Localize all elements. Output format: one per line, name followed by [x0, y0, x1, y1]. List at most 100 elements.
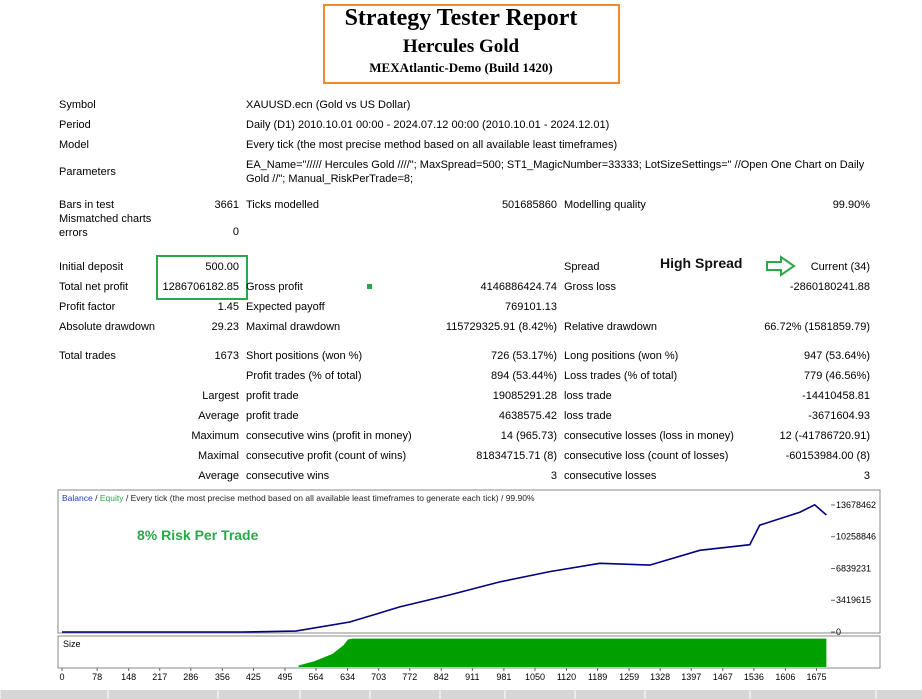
y-tick-label: 10258846 — [836, 532, 876, 542]
report-cell: Gross profit — [246, 281, 303, 293]
arrow-icon — [766, 255, 796, 277]
report-cell: 29.23 — [211, 321, 239, 333]
report-cell: Long positions (won %) — [564, 350, 679, 362]
report-server: MEXAtlantic-Demo (Build 1420) — [369, 60, 553, 75]
x-tick-label: 1120 — [557, 672, 576, 682]
report-cell: 1.45 — [217, 301, 239, 313]
report-cell: 1673 — [214, 350, 239, 362]
x-tick-label: 703 — [371, 672, 386, 682]
risk-note: 8% Risk Per Trade — [137, 527, 259, 543]
report-cell: Average — [198, 470, 239, 482]
x-tick-label: 981 — [496, 672, 511, 682]
y-tick-label: 3419615 — [836, 595, 871, 605]
report-title: Strategy Tester Report — [344, 5, 578, 31]
report-cell: Largest — [202, 390, 239, 402]
report-cell: Expected payoff — [246, 301, 325, 313]
legend-separator: / — [95, 493, 98, 503]
x-tick-label: 1189 — [588, 672, 607, 682]
x-tick-label: 78 — [92, 672, 102, 682]
report-cell: -14410458.81 — [802, 390, 870, 402]
report-cell: 779 (46.56%) — [803, 370, 870, 382]
report-cell: Maximal drawdown — [246, 321, 341, 333]
report-cell: Maximum — [191, 430, 239, 442]
report-cell: consecutive wins — [246, 470, 330, 482]
report-cell: 4638575.42 — [498, 410, 557, 422]
y-tick-label: 0 — [836, 627, 841, 637]
report-cell: Initial deposit — [59, 261, 124, 273]
x-tick-label: 1467 — [713, 672, 733, 682]
legend-equity: Equity — [100, 493, 124, 503]
x-tick-label: 911 — [465, 672, 479, 682]
x-tick-label: 1397 — [681, 672, 701, 682]
report-cell: consecutive losses (loss in money) — [564, 430, 734, 442]
report-cell: loss trade — [564, 390, 612, 402]
report-cell: Profit trades (% of total) — [246, 370, 362, 382]
report-cell: Maximal — [198, 450, 239, 462]
report-cell: 19085291.28 — [492, 390, 557, 402]
report-cell: 769101.13 — [505, 301, 557, 313]
report-subtitle: Hercules Gold — [402, 36, 520, 57]
x-tick-label: 564 — [309, 672, 324, 682]
report-cell: 81834715.71 (8) — [476, 450, 557, 462]
report-cell: 501685860 — [501, 199, 557, 211]
report-cell: 726 (53.17%) — [490, 350, 557, 362]
report-cell: -60153984.00 (8) — [785, 450, 870, 462]
x-tick-label: 1536 — [744, 672, 764, 682]
report-cell: 4146886424.74 — [480, 281, 557, 293]
x-tick-label: 842 — [434, 672, 449, 682]
report-cell: 894 (53.44%) — [490, 370, 557, 382]
report-cell: 99.90% — [832, 199, 870, 211]
report-cell: Average — [198, 410, 239, 422]
x-tick-label: 634 — [340, 672, 355, 682]
report-cell: consecutive losses — [564, 470, 657, 482]
x-tick-label: 1259 — [619, 672, 639, 682]
report-cell: 1286706182.85 — [162, 281, 239, 293]
report-cell: Every tick (the most precise method base… — [246, 139, 618, 151]
report-cell: 12 (-41786720.91) — [779, 430, 870, 442]
report-cell: consecutive loss (count of losses) — [564, 450, 729, 462]
x-tick-label: 1328 — [650, 672, 670, 682]
arrow — [766, 255, 796, 277]
report-cell: Absolute drawdown — [59, 321, 156, 333]
x-tick-label: 148 — [121, 672, 136, 682]
report-cell: Current (34) — [810, 261, 870, 273]
x-tick-label: 356 — [215, 672, 230, 682]
spread-note: High Spread — [660, 255, 743, 271]
report-cell: 3 — [550, 470, 557, 482]
x-tick-label: 772 — [402, 672, 417, 682]
x-tick-label: 286 — [183, 672, 198, 682]
balance-panel — [57, 489, 881, 634]
chart-header: Balance / Equity / Every tick (the most … — [62, 493, 535, 503]
report-cell: Period — [59, 119, 91, 131]
report-cell: -2860180241.88 — [789, 281, 870, 293]
report-cell: profit trade — [246, 410, 299, 422]
report-cell: 115729325.91 (8.42%) — [445, 321, 557, 333]
balance-line — [62, 503, 827, 633]
y-tick-label: 6839231 — [836, 563, 871, 573]
x-tick-label: 495 — [277, 672, 292, 682]
report-cell: Short positions (won %) — [246, 350, 363, 362]
x-tick-label: 1606 — [775, 672, 795, 682]
report-cell: consecutive wins (profit in money) — [246, 430, 412, 442]
report-cell: Mismatched charts errors — [59, 213, 152, 239]
marker-dot — [367, 284, 372, 289]
x-tick-label: 425 — [246, 672, 261, 682]
x-tick-label: 1050 — [525, 672, 545, 682]
report-cell: Profit factor — [59, 301, 116, 313]
report-cell: -3671604.93 — [808, 410, 870, 422]
report-cell: 947 (53.64%) — [803, 350, 870, 362]
size-area — [298, 638, 827, 667]
report-cell: Loss trades (% of total) — [564, 370, 678, 382]
report-cell: Parameters — [59, 166, 116, 178]
deposit-highlight — [156, 255, 248, 300]
report-cell: Daily (D1) 2010.10.01 00:00 - 2024.07.12… — [246, 119, 610, 131]
trades-header — [0, 690, 922, 699]
y-tick-label: 13678462 — [836, 500, 876, 510]
x-tick-label: 0 — [59, 672, 64, 682]
report-cell: Modelling quality — [564, 199, 646, 211]
report-cell: XAUUSD.ecn (Gold vs US Dollar) — [246, 99, 411, 111]
report-cell: profit trade — [246, 390, 299, 402]
size-label: Size — [63, 639, 81, 649]
